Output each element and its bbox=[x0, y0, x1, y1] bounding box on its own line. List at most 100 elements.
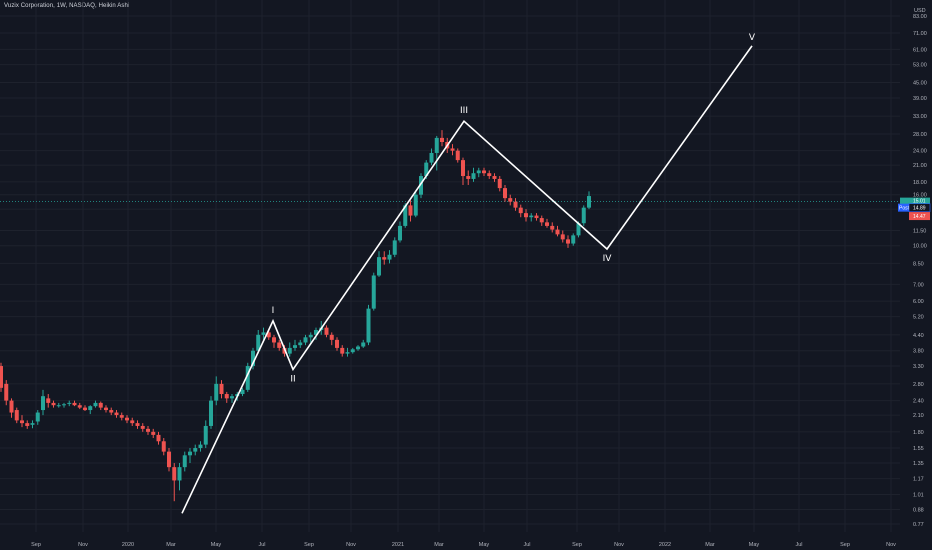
candle bbox=[77, 402, 82, 410]
candle bbox=[350, 347, 355, 354]
x-tick-label: Nov bbox=[346, 542, 356, 548]
y-tick-label: 8.50 bbox=[913, 261, 924, 267]
svg-text:15.01: 15.01 bbox=[913, 199, 926, 205]
candle bbox=[345, 347, 350, 357]
time-axis[interactable]: Sep Nov 2020 Mar May Jul Sep Nov 2021 Mar May Jul Se… bbox=[31, 542, 896, 548]
candle bbox=[366, 304, 371, 346]
candle bbox=[392, 237, 397, 258]
candle bbox=[398, 221, 402, 243]
candle bbox=[46, 394, 51, 408]
chart-title: Vuzix Corporation, 1W, NASDAQ, Heikin As… bbox=[4, 3, 130, 9]
x-tick-label: Mar bbox=[434, 542, 444, 548]
candle bbox=[513, 198, 518, 211]
y-tick-label: 1.80 bbox=[913, 430, 924, 436]
wave-label: II bbox=[290, 374, 295, 384]
candle bbox=[67, 400, 72, 407]
candle bbox=[497, 176, 502, 192]
candle bbox=[476, 167, 481, 178]
candle bbox=[188, 448, 192, 464]
y-tick-label: 1.55 bbox=[913, 446, 924, 452]
candle bbox=[177, 463, 182, 491]
prev-close-tag: 14.47 bbox=[909, 212, 930, 221]
x-tick-label: Sep bbox=[840, 542, 850, 548]
y-tick-label: 53.00 bbox=[913, 63, 927, 69]
candle bbox=[524, 209, 528, 222]
candle bbox=[245, 362, 250, 392]
candle bbox=[335, 337, 339, 351]
candle bbox=[529, 213, 534, 222]
y-tick-label: 71.00 bbox=[913, 31, 927, 37]
candle bbox=[413, 191, 418, 218]
post-market-tag: Post 14.89 bbox=[898, 203, 931, 212]
y-tick-label: 1.01 bbox=[913, 493, 924, 499]
candle bbox=[340, 345, 345, 357]
x-tick-label: Jul bbox=[258, 542, 265, 548]
candle bbox=[482, 167, 486, 177]
y-tick-label: 10.00 bbox=[913, 244, 927, 250]
x-tick-label: Mar bbox=[705, 542, 715, 548]
candle bbox=[224, 391, 229, 403]
candle bbox=[429, 148, 434, 166]
candle bbox=[518, 204, 523, 218]
y-tick-label: 18.00 bbox=[913, 180, 927, 186]
candle bbox=[251, 347, 255, 370]
candle bbox=[83, 405, 87, 412]
candle bbox=[88, 405, 93, 415]
y-tick-label: 2.80 bbox=[913, 382, 924, 388]
candle bbox=[324, 325, 329, 338]
candle bbox=[534, 213, 539, 221]
candle bbox=[560, 230, 565, 243]
candle bbox=[104, 405, 108, 413]
candle bbox=[56, 402, 61, 408]
x-tick-label: Sep bbox=[31, 542, 41, 548]
candle bbox=[356, 345, 360, 351]
candles bbox=[0, 130, 591, 502]
y-tick-label: 1.17 bbox=[913, 477, 924, 483]
y-tick-label: 4.40 bbox=[913, 333, 924, 339]
candle bbox=[408, 200, 413, 222]
candle bbox=[25, 420, 30, 429]
candle bbox=[167, 448, 171, 472]
candle bbox=[256, 329, 261, 354]
candle bbox=[93, 400, 98, 408]
svg-text:Post: Post bbox=[899, 206, 910, 212]
y-tick-label: 6.00 bbox=[913, 299, 924, 305]
y-tick-label: 83.00 bbox=[913, 14, 927, 20]
y-tick-label: 61.00 bbox=[913, 47, 927, 53]
candle bbox=[203, 420, 208, 449]
candle bbox=[419, 173, 423, 199]
wave-label: V bbox=[749, 33, 756, 43]
candle bbox=[51, 400, 56, 408]
candle bbox=[9, 398, 14, 418]
candle bbox=[182, 451, 187, 472]
candle bbox=[377, 251, 381, 277]
candle bbox=[114, 410, 119, 418]
wave-path bbox=[181, 45, 753, 514]
y-tick-label: 28.00 bbox=[913, 132, 927, 138]
candle bbox=[146, 425, 150, 435]
candle bbox=[98, 401, 103, 411]
x-tick-label: 2022 bbox=[659, 542, 671, 548]
candle bbox=[455, 148, 460, 163]
candle bbox=[30, 420, 35, 429]
candle bbox=[193, 444, 198, 456]
candle bbox=[277, 339, 282, 351]
y-tick-label: 1.35 bbox=[913, 461, 924, 467]
y-tick-label: 0.77 bbox=[913, 522, 924, 528]
x-tick-label: Sep bbox=[572, 542, 582, 548]
currency-label: USD bbox=[914, 8, 926, 14]
candle bbox=[550, 222, 555, 233]
candle bbox=[440, 130, 444, 147]
candle bbox=[487, 170, 492, 179]
x-tick-label: 2021 bbox=[392, 542, 404, 548]
candle bbox=[508, 194, 513, 206]
wave-label: I bbox=[272, 306, 275, 316]
candle bbox=[314, 327, 318, 340]
candle bbox=[434, 135, 439, 171]
y-tick-label: 11.50 bbox=[913, 229, 926, 235]
y-tick-label: 3.80 bbox=[913, 349, 924, 355]
candle bbox=[361, 339, 366, 348]
price-axis[interactable]: USD 0.77 0.88 1.01 1.17 1.35 1.55 1.80 2.10 2.40 2… bbox=[913, 8, 927, 528]
x-tick-label: 2020 bbox=[122, 542, 134, 548]
